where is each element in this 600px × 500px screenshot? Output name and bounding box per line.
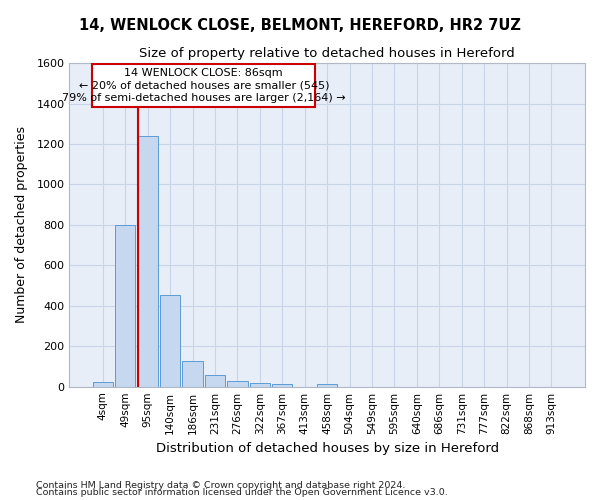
X-axis label: Distribution of detached houses by size in Hereford: Distribution of detached houses by size … — [155, 442, 499, 455]
Text: ← 20% of detached houses are smaller (545): ← 20% of detached houses are smaller (54… — [79, 80, 329, 90]
Y-axis label: Number of detached properties: Number of detached properties — [15, 126, 28, 324]
Bar — [227, 381, 248, 386]
Bar — [160, 294, 180, 386]
Bar — [250, 383, 270, 386]
Text: Contains public sector information licensed under the Open Government Licence v3: Contains public sector information licen… — [36, 488, 448, 497]
Bar — [205, 374, 225, 386]
Bar — [182, 362, 203, 386]
Bar — [115, 225, 136, 386]
Text: Contains HM Land Registry data © Crown copyright and database right 2024.: Contains HM Land Registry data © Crown c… — [36, 480, 406, 490]
Text: 14 WENLOCK CLOSE: 86sqm: 14 WENLOCK CLOSE: 86sqm — [124, 68, 283, 78]
Text: 14, WENLOCK CLOSE, BELMONT, HEREFORD, HR2 7UZ: 14, WENLOCK CLOSE, BELMONT, HEREFORD, HR… — [79, 18, 521, 32]
Bar — [93, 382, 113, 386]
Bar — [272, 384, 292, 386]
Bar — [137, 136, 158, 386]
Bar — [317, 384, 337, 386]
Text: 79% of semi-detached houses are larger (2,164) →: 79% of semi-detached houses are larger (… — [62, 93, 346, 103]
Bar — [92, 64, 316, 106]
Title: Size of property relative to detached houses in Hereford: Size of property relative to detached ho… — [139, 48, 515, 60]
